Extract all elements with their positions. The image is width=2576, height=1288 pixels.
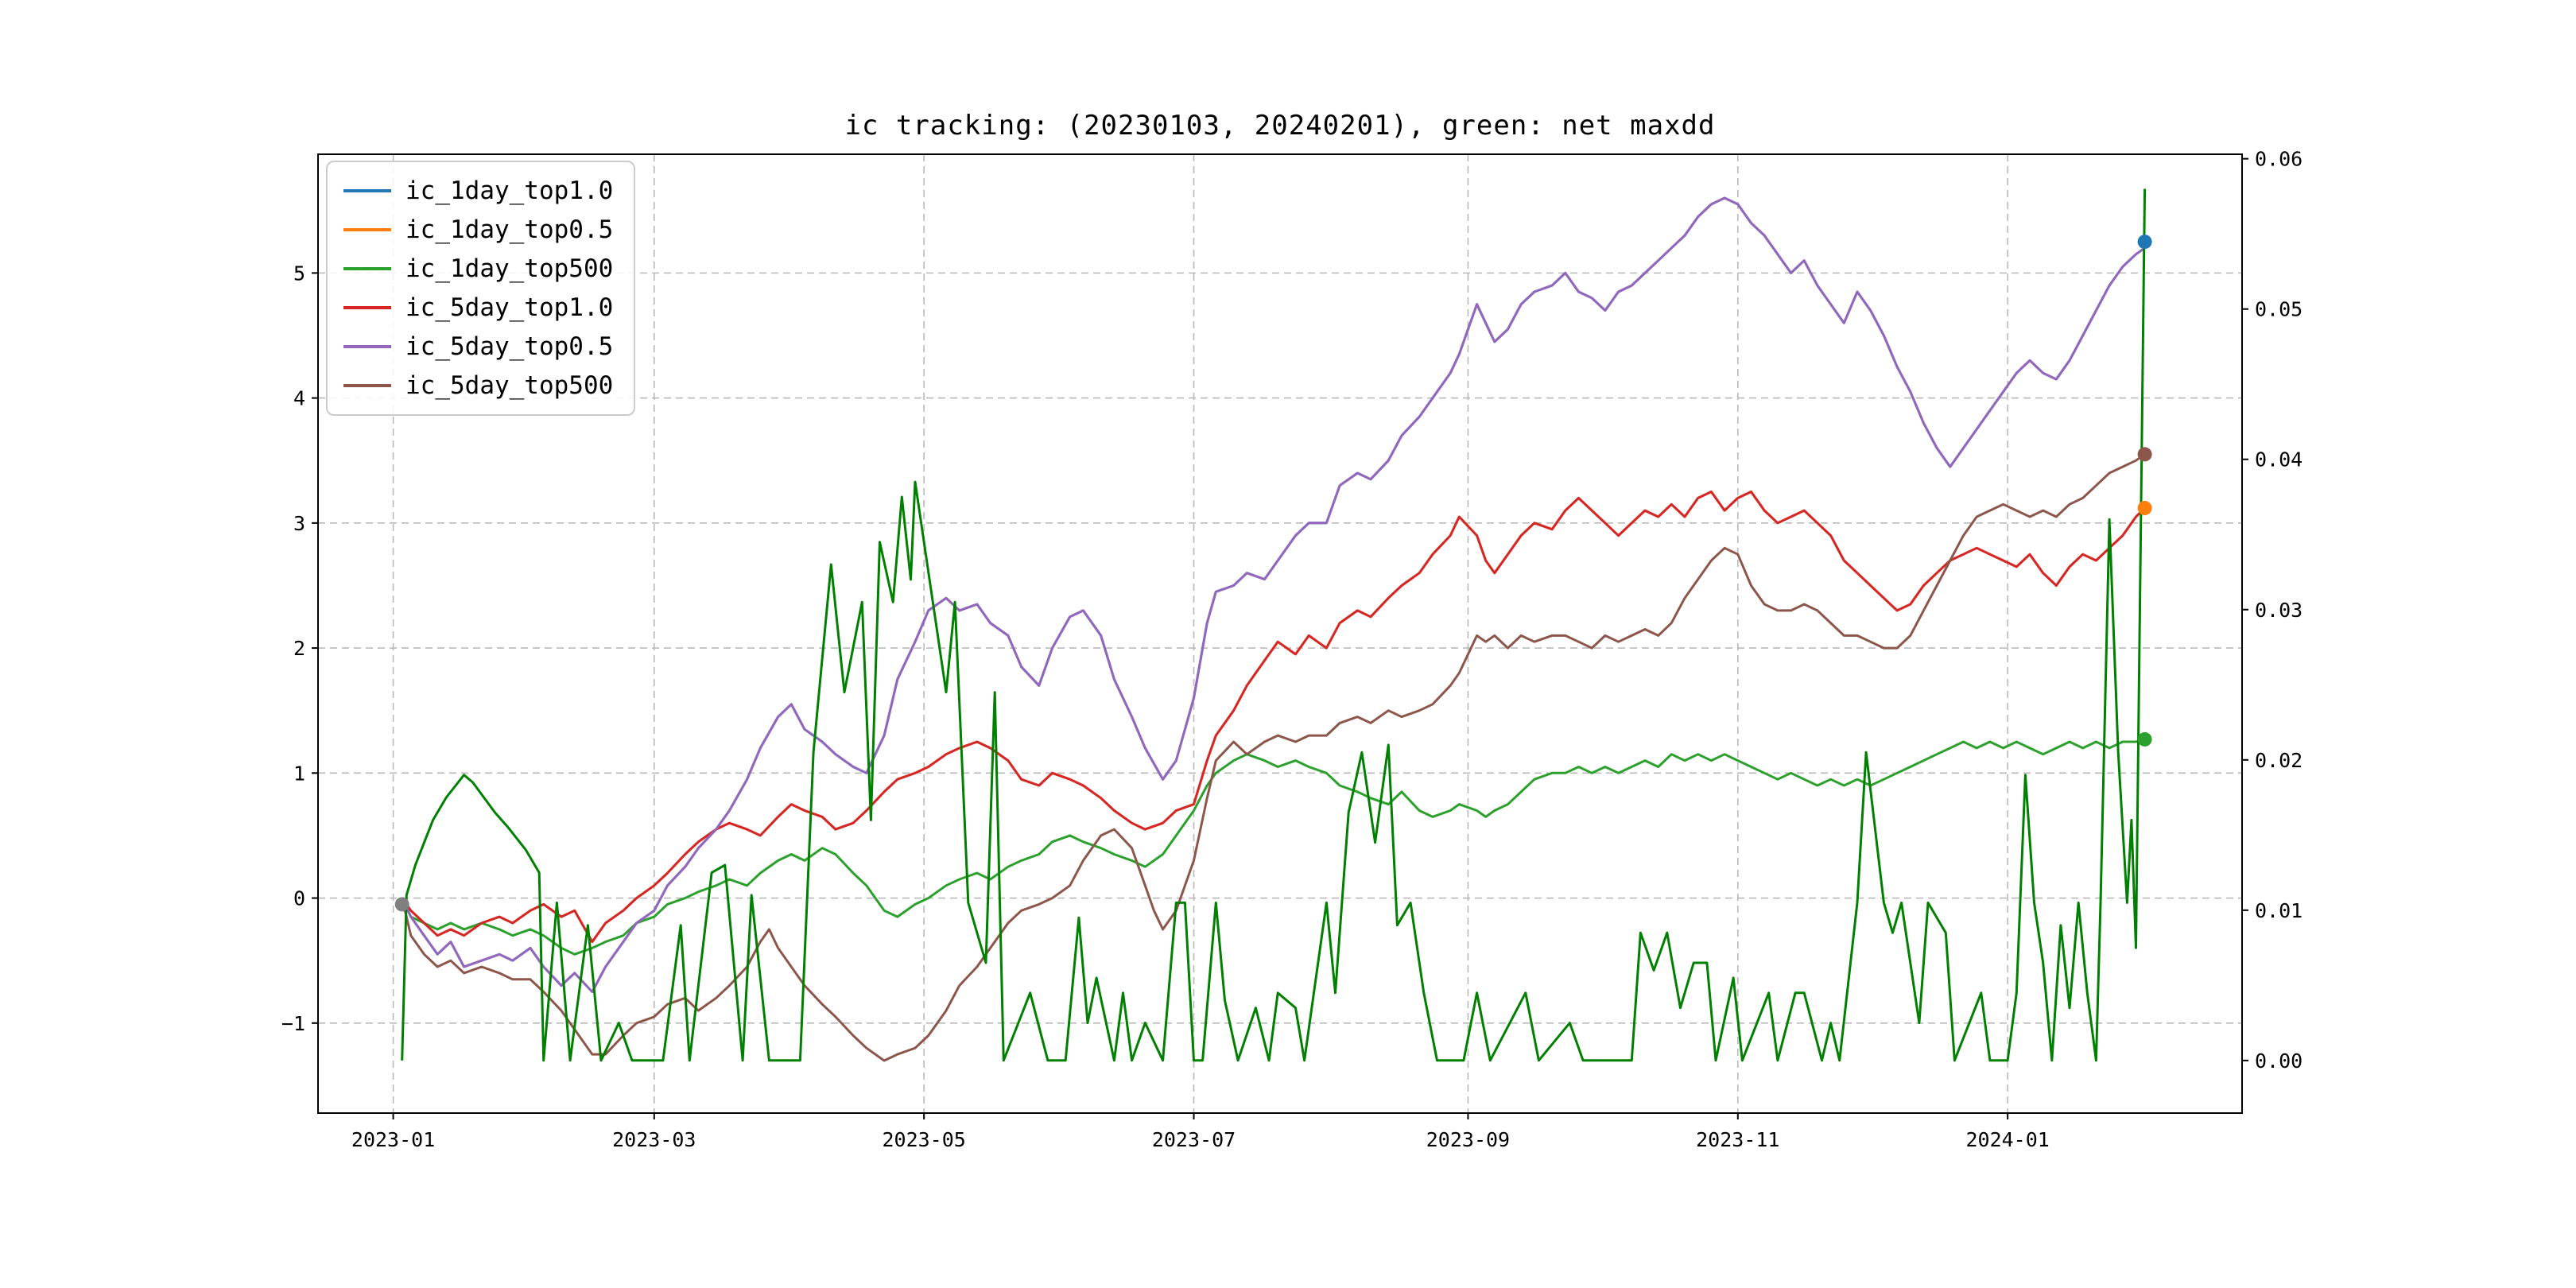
right-tick-label: 0.01 bbox=[2255, 899, 2302, 922]
legend-item-label: ic_5day_top500 bbox=[405, 371, 614, 400]
right-tick-label: 0.04 bbox=[2255, 448, 2302, 471]
right-tick-label: 0.05 bbox=[2255, 298, 2302, 321]
legend: ic_1day_top1.0 ic_1day_top0.5 ic_1day_top5… bbox=[326, 161, 636, 416]
series-line-ic_1day_top500 bbox=[401, 738, 2146, 956]
legend-item-label: ic_1day_top0.5 bbox=[405, 215, 614, 244]
series-line-ic_1day_top0.5 bbox=[401, 491, 2146, 944]
legend-item: ic_5day_top1.0 bbox=[343, 292, 613, 324]
right-tick-label: 0.02 bbox=[2255, 749, 2302, 772]
marker-ic_1day_top1.0-end bbox=[2137, 235, 2152, 250]
x-tick-label: 2023-01 bbox=[351, 1128, 435, 1151]
legend-item-label: ic_1day_top1.0 bbox=[405, 177, 614, 205]
plot-border bbox=[317, 153, 2243, 1114]
series-line-ic_5day_top1.0 bbox=[401, 491, 2146, 944]
series-line-ic_5day_top0.5 bbox=[401, 196, 2146, 993]
series-line-ic_1day_top1.0 bbox=[401, 196, 2146, 993]
legend-item-label: ic_1day_top500 bbox=[405, 254, 614, 283]
legend-item: ic_5day_top500 bbox=[343, 370, 613, 402]
left-tick-label: 4 bbox=[293, 387, 305, 410]
legend-line-swatch bbox=[343, 228, 391, 231]
right-tick-label: 0.00 bbox=[2255, 1049, 2302, 1073]
legend-line-swatch bbox=[343, 306, 391, 309]
marker-start-dot bbox=[394, 897, 409, 912]
left-tick-label: 1 bbox=[293, 762, 305, 785]
x-tick-label: 2023-09 bbox=[1426, 1128, 1510, 1151]
legend-line-swatch bbox=[343, 384, 391, 387]
x-tick-label: 2023-07 bbox=[1152, 1128, 1236, 1151]
chart-title: ic tracking: (20230103, 20240201), green… bbox=[844, 110, 1716, 142]
x-tick-label: 2023-05 bbox=[882, 1128, 965, 1151]
right-tick-label: 0.06 bbox=[2255, 148, 2302, 171]
marker-ic_1day_top0.5-end bbox=[2137, 501, 2152, 515]
marker-ic_1day_top500-end bbox=[2137, 731, 2152, 747]
left-tick-label: 2 bbox=[293, 637, 305, 660]
legend-item-label: ic_5day_top1.0 bbox=[405, 293, 614, 322]
x-tick-label: 2023-11 bbox=[1696, 1128, 1779, 1151]
legend-item: ic_1day_top0.5 bbox=[343, 214, 613, 246]
marker-ic_5day_top500-end bbox=[2137, 447, 2152, 462]
x-tick-label: 2023-03 bbox=[612, 1128, 696, 1151]
series-line-ic_5day_top500 bbox=[401, 453, 2146, 1062]
series-line-net_maxdd bbox=[401, 188, 2147, 1062]
legend-item: ic_5day_top0.5 bbox=[343, 331, 613, 363]
legend-line-swatch bbox=[343, 189, 391, 192]
left-tick-label: 0 bbox=[293, 887, 305, 910]
legend-line-swatch bbox=[343, 345, 391, 348]
legend-line-swatch bbox=[343, 267, 391, 270]
left-tick-label: −1 bbox=[281, 1012, 305, 1035]
legend-item-label: ic_5day_top0.5 bbox=[405, 332, 614, 361]
left-tick-label: 5 bbox=[293, 262, 305, 285]
legend-item: ic_1day_top1.0 bbox=[343, 175, 613, 207]
left-tick-label: 3 bbox=[293, 512, 305, 535]
right-tick-label: 0.03 bbox=[2255, 599, 2302, 622]
legend-item: ic_1day_top500 bbox=[343, 253, 613, 285]
x-tick-label: 2024-01 bbox=[1965, 1128, 2049, 1151]
